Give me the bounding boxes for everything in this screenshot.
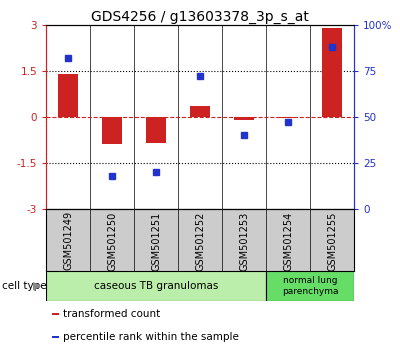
Bar: [278, 117, 298, 118]
Bar: [266, 271, 354, 301]
Text: GSM501249: GSM501249: [63, 211, 73, 270]
Text: percentile rank within the sample: percentile rank within the sample: [63, 332, 239, 342]
Text: GSM501252: GSM501252: [195, 211, 205, 271]
Text: cell type: cell type: [2, 281, 47, 291]
Text: GSM501250: GSM501250: [107, 211, 117, 270]
Text: transformed count: transformed count: [63, 309, 160, 319]
Text: GSM501251: GSM501251: [151, 211, 161, 270]
Title: GDS4256 / g13603378_3p_s_at: GDS4256 / g13603378_3p_s_at: [91, 10, 309, 24]
Bar: [322, 28, 342, 117]
Bar: [52, 336, 59, 338]
Bar: [102, 117, 122, 144]
Text: caseous TB granulomas: caseous TB granulomas: [94, 281, 218, 291]
Bar: [46, 271, 266, 301]
Text: ▶: ▶: [33, 281, 41, 291]
Bar: [234, 117, 254, 120]
Text: normal lung
parenchyma: normal lung parenchyma: [282, 276, 338, 296]
Bar: [146, 117, 166, 143]
Bar: [52, 313, 59, 315]
Text: GSM501255: GSM501255: [327, 211, 337, 271]
Bar: [190, 106, 210, 117]
Text: GSM501253: GSM501253: [239, 211, 249, 270]
Bar: [58, 74, 78, 117]
Text: GSM501254: GSM501254: [283, 211, 293, 270]
